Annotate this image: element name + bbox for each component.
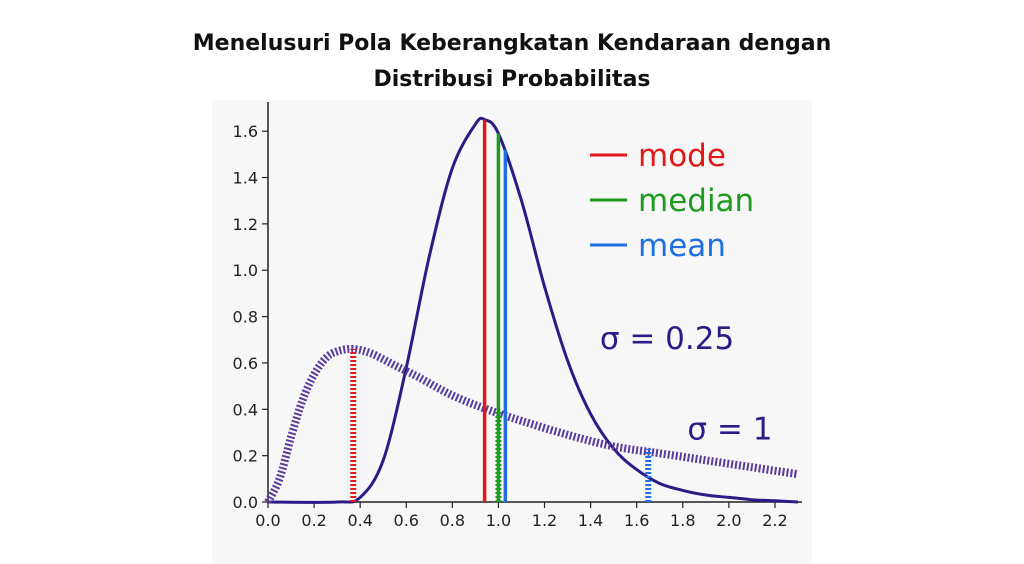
y-tick-label: 1.4: [233, 169, 258, 188]
y-tick-label: 0.6: [233, 354, 258, 373]
x-tick-label: 0.6: [394, 511, 419, 530]
x-tick-label: 1.4: [578, 511, 603, 530]
x-tick-label: 2.2: [762, 511, 787, 530]
chart-panel: [212, 100, 812, 564]
y-tick-label: 1.2: [233, 215, 258, 234]
y-tick-label: 0.4: [233, 400, 258, 419]
legend-label-mode: mode: [638, 138, 726, 174]
y-tick-label: 0.8: [233, 308, 258, 327]
chart-title: Menelusuri Pola Keberangkatan Kendaraan …: [0, 26, 1024, 98]
x-tick-label: 1.6: [624, 511, 649, 530]
x-tick-label: 0.4: [347, 511, 372, 530]
x-tick-label: 1.8: [670, 511, 695, 530]
x-tick-label: 0.2: [301, 511, 326, 530]
y-tick-label: 1.6: [233, 122, 258, 141]
legend-label-median: median: [638, 183, 754, 219]
sigma-annotation: σ = 0.25: [600, 321, 734, 357]
x-tick-label: 1.0: [486, 511, 511, 530]
axes: 0.0 0.2 0.4 0.6 0.8 1.0 1.2 1.4 1.6 1.8 2.0 2.2 0.0 0…: [233, 102, 802, 530]
y-tick-label: 0.0: [233, 493, 258, 512]
x-tick-label: 0.0: [255, 511, 280, 530]
legend-label-mean: mean: [638, 228, 726, 264]
markers: [350, 119, 652, 502]
curves: [264, 116, 799, 504]
annotations: σ = 0.25 σ = 1: [600, 321, 773, 447]
legend: mode median mean: [590, 138, 754, 264]
y-tick-label: 0.2: [233, 447, 258, 466]
x-tick-label: 1.2: [532, 511, 557, 530]
title-line-2: Distribusi Probabilitas: [373, 67, 651, 92]
x-tick-label: 2.0: [716, 511, 741, 530]
sigma-annotation: σ = 1: [687, 411, 772, 447]
x-tick-label: 0.8: [440, 511, 465, 530]
title-line-1: Menelusuri Pola Keberangkatan Kendaraan …: [192, 31, 832, 56]
series-line-sigma-0-25: [267, 116, 799, 504]
y-tick-label: 1.0: [233, 261, 258, 280]
